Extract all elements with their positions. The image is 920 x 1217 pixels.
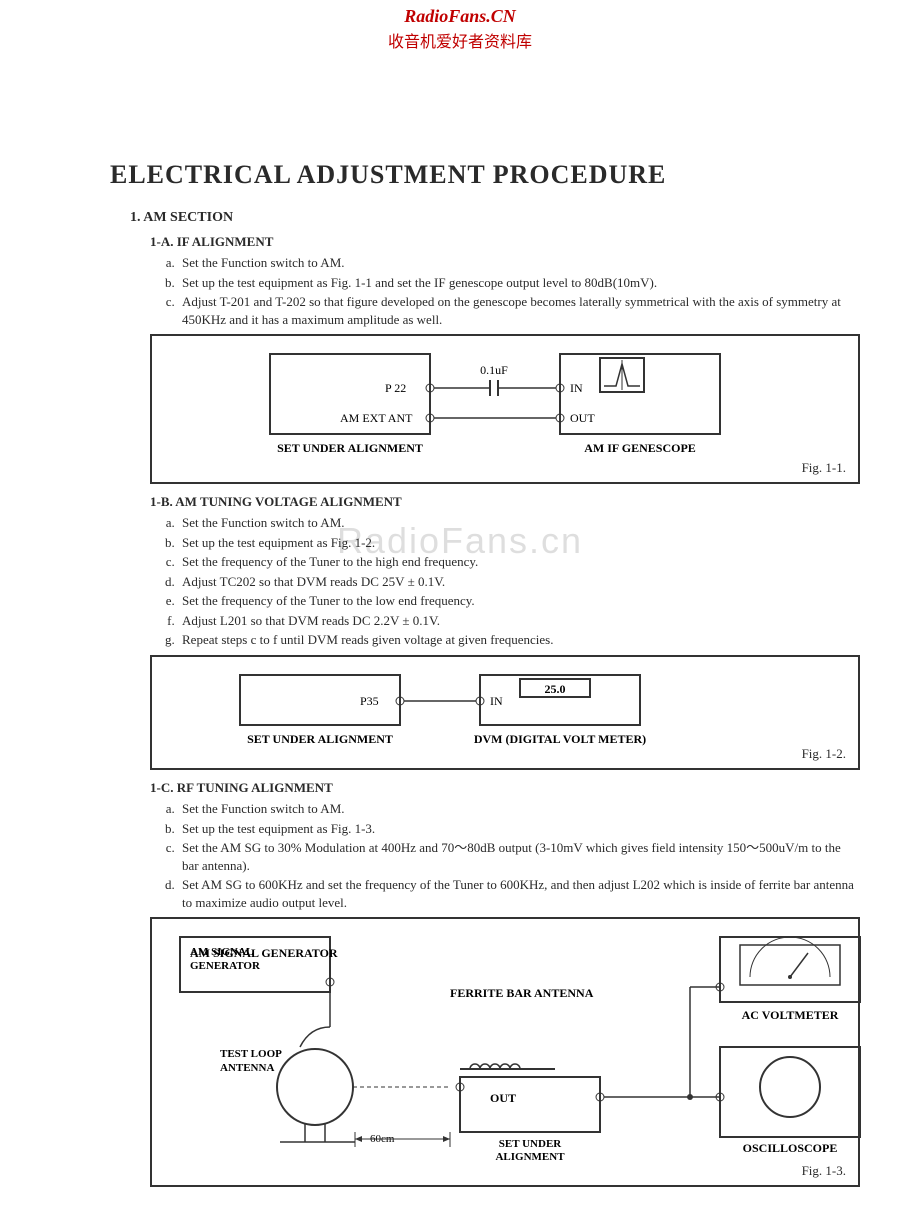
- list-1a: Set the Function switch to AM. Set up th…: [178, 254, 860, 328]
- cap-label: 0.1uF: [480, 363, 508, 377]
- am-ext-ant-label: AM EXT ANT: [340, 411, 413, 425]
- p22-label: P 22: [385, 381, 406, 395]
- page-title: ELECTRICAL ADJUSTMENT PROCEDURE: [110, 160, 860, 190]
- right-box-label: AM IF GENESCOPE: [584, 441, 696, 455]
- svg-text:AM SIGNAL: AM SIGNAL: [190, 946, 253, 958]
- display-value: 25.0: [545, 682, 566, 696]
- list-item: Set the Function switch to AM.: [178, 800, 860, 818]
- section-heading: 1. AM SECTION: [130, 210, 860, 226]
- list-item: Adjust L201 so that DVM reads DC 2.2V ± …: [178, 612, 860, 630]
- right-box-label: DVM (DIGITAL VOLT METER): [474, 732, 646, 746]
- list-1c: Set the Function switch to AM. Set up th…: [178, 800, 860, 911]
- list-item: Set the AM SG to 30% Modulation at 400Hz…: [178, 839, 860, 874]
- list-item: Adjust T-201 and T-202 so that figure de…: [178, 293, 860, 328]
- figure-label: Fig. 1-3.: [802, 1163, 846, 1179]
- list-1b: Set the Function switch to AM. Set up th…: [178, 514, 860, 649]
- p35-label: P35: [360, 694, 379, 708]
- in-label: IN: [570, 381, 583, 395]
- svg-text:ALIGNMENT: ALIGNMENT: [495, 1151, 565, 1162]
- watermark-top: RadioFans.CN: [0, 6, 920, 27]
- list-item: Set up the test equipment as Fig. 1-3.: [178, 820, 860, 838]
- subsection-1a-heading: 1-A. IF ALIGNMENT: [150, 234, 860, 250]
- watermark-sub: 收音机爱好者资料库: [0, 28, 920, 52]
- list-item: Set up the test equipment as Fig. 1-2.: [178, 534, 860, 552]
- subsection-1b-heading: 1-B. AM TUNING VOLTAGE ALIGNMENT: [150, 494, 860, 510]
- in-label: IN: [490, 694, 503, 708]
- out-label: OUT: [570, 411, 595, 425]
- oscilloscope-label: OSCILLOSCOPE: [743, 1141, 838, 1155]
- list-item: Set the Function switch to AM.: [178, 254, 860, 272]
- list-item: Adjust TC202 so that DVM reads DC 25V ± …: [178, 573, 860, 591]
- subsection-1c-heading: 1-C. RF TUNING ALIGNMENT: [150, 780, 860, 796]
- figure-1-2: SET UNDER ALIGNMENT P35 IN 25.0 DVM (DIG…: [150, 655, 860, 770]
- svg-text:GENERATOR: GENERATOR: [190, 960, 261, 972]
- list-item: Set the frequency of the Tuner to the lo…: [178, 592, 860, 610]
- left-box-label: SET UNDER ALIGNMENT: [277, 441, 423, 455]
- figure-1-1: SET UNDER ALIGNMENT P 22 AM EXT ANT 0.1u…: [150, 334, 860, 484]
- svg-text:ANTENNA: ANTENNA: [220, 1062, 274, 1074]
- svg-text:SET UNDER: SET UNDER: [499, 1138, 563, 1150]
- list-item: Set the Function switch to AM.: [178, 514, 860, 532]
- list-item: Set AM SG to 600KHz and set the frequenc…: [178, 876, 860, 911]
- list-item: Repeat steps c to f until DVM reads give…: [178, 631, 860, 649]
- figure-label: Fig. 1-2.: [802, 746, 846, 762]
- figure-1-1-svg: SET UNDER ALIGNMENT P 22 AM EXT ANT 0.1u…: [160, 344, 860, 464]
- svg-text:TEST LOOP: TEST LOOP: [220, 1048, 282, 1060]
- out-label: OUT: [490, 1091, 516, 1105]
- list-item: Set the frequency of the Tuner to the hi…: [178, 553, 860, 571]
- ferrite-label: FERRITE BAR ANTENNA: [450, 986, 594, 1000]
- figure-1-2-svg: SET UNDER ALIGNMENT P35 IN 25.0 DVM (DIG…: [160, 665, 860, 750]
- figure-label: Fig. 1-1.: [802, 460, 846, 476]
- left-box-label: SET UNDER ALIGNMENT: [247, 732, 393, 746]
- figure-1-3-svg: AM SIGNAL GENERATOR AM SIGNAL GENERATOR …: [160, 927, 880, 1162]
- list-item: Set up the test equipment as Fig. 1-1 an…: [178, 274, 860, 292]
- figure-1-3: AM SIGNAL GENERATOR AM SIGNAL GENERATOR …: [150, 917, 860, 1187]
- page: RadioFans.CN 收音机爱好者资料库 RadioFans.cn ELEC…: [0, 0, 920, 1217]
- ac-voltmeter-label: AC VOLTMETER: [742, 1008, 839, 1022]
